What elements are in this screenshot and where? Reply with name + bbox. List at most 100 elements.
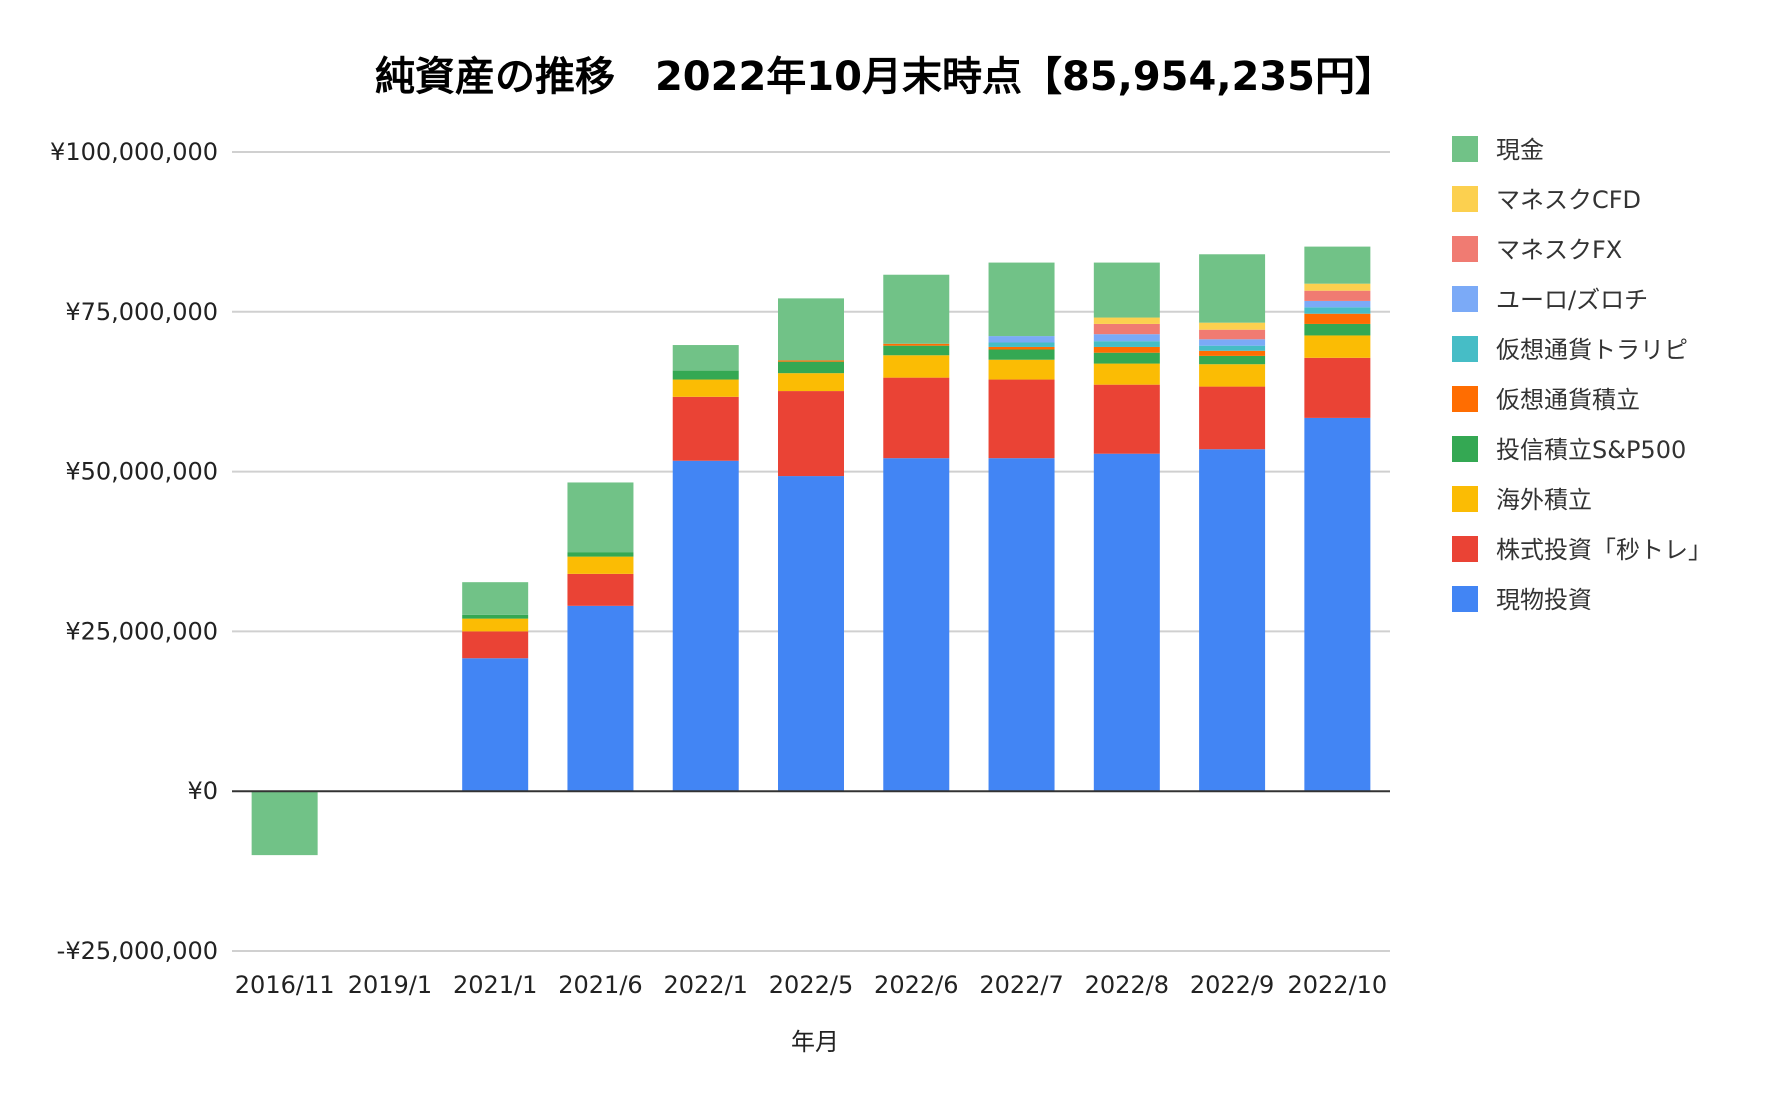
x-tick-label: 2022/6 [874, 971, 958, 999]
bar-segment [1093, 262, 1160, 318]
x-tick-label: 2016/11 [235, 971, 335, 999]
legend-label: 現金 [1496, 136, 1544, 164]
legend-label: 現物投資 [1496, 586, 1592, 614]
legend-label: 投信積立S&P500 [1496, 436, 1686, 464]
bar-segment [883, 343, 950, 346]
bar-segment [1093, 453, 1160, 792]
bar-segment [1093, 317, 1160, 324]
bar-segment [988, 346, 1055, 350]
bar-segment [462, 614, 529, 619]
x-tick-label: 2021/6 [558, 971, 642, 999]
bar-segment [988, 336, 1055, 343]
bar-segment [1304, 357, 1371, 418]
legend-swatch [1452, 486, 1478, 512]
bar-segment [1093, 334, 1160, 342]
bar-segment [567, 482, 634, 553]
bar-segment [672, 370, 739, 380]
bar-segment [1093, 384, 1160, 454]
bar-segment [567, 573, 634, 606]
bar-segment [251, 791, 318, 856]
bar-segment [778, 373, 844, 392]
bar-segment [988, 359, 1055, 380]
bar-segment [672, 460, 739, 792]
bar-segment [1199, 254, 1266, 323]
y-tick-label: ¥50,000,000 [65, 458, 218, 486]
bar-segment [1093, 341, 1160, 347]
x-axis-title: 年月 [791, 1028, 839, 1056]
x-tick-label: 2022/1 [664, 971, 748, 999]
bar-segment [1199, 329, 1266, 340]
bar-segment [1093, 363, 1160, 385]
legend-swatch [1452, 186, 1478, 212]
y-tick-label: -¥25,000,000 [57, 937, 218, 965]
bar-segment [462, 631, 529, 659]
x-tick-label: 2021/1 [453, 971, 537, 999]
bar-segment [1304, 313, 1371, 324]
legend-swatch [1452, 586, 1478, 612]
y-tick-label: ¥100,000,000 [50, 138, 218, 166]
x-tick-label: 2022/5 [769, 971, 853, 999]
bar-segment [883, 355, 950, 378]
bar-segment [778, 298, 844, 361]
bar-segment [1304, 323, 1371, 336]
bar-segment [1304, 335, 1371, 358]
legend-label: マネスクCFD [1496, 186, 1641, 214]
x-tick-label: 2022/7 [979, 971, 1063, 999]
bar-segment [1304, 246, 1371, 284]
bar-segment [672, 396, 739, 461]
x-axis-ticks: 2016/11 2019/1 2021/1 2021/6 2022/1 2022/5 202… [235, 971, 1387, 999]
bar-segment [1199, 322, 1266, 330]
bar-segment [1304, 300, 1371, 308]
bar-segment [567, 552, 634, 557]
legend-label: 株式投資「秒トレ」 [1496, 536, 1712, 564]
bar-segment [988, 262, 1055, 337]
legend-swatch [1452, 436, 1478, 462]
bar-segment [883, 345, 950, 356]
x-tick-label: 2022/8 [1085, 971, 1169, 999]
chart-title: 純資産の推移 2022年10月末時点【85,954,235円】 [375, 54, 1395, 100]
y-axis-ticks: ¥100,000,000 ¥75,000,000 ¥50,000,000 ¥25,00… [50, 138, 218, 965]
bar-segment [883, 377, 950, 459]
bar-segment [1304, 307, 1371, 314]
bar-segment [988, 342, 1055, 347]
bar-segment [567, 605, 634, 792]
legend-swatch [1452, 536, 1478, 562]
bar-segment [462, 618, 529, 632]
x-tick-label: 2022/10 [1288, 971, 1388, 999]
bar-segment [1093, 346, 1160, 353]
bar-segment [883, 458, 950, 792]
bar-segment [1304, 417, 1371, 792]
bar-segment [1304, 290, 1371, 301]
bar-segment [1199, 350, 1266, 356]
bar-segment [1199, 355, 1266, 365]
bars [251, 246, 1371, 856]
bar-segment [1199, 386, 1266, 450]
legend-label: ユーロ/ズロチ [1496, 286, 1648, 314]
legend-label: 海外積立 [1496, 486, 1592, 514]
legend-swatch [1452, 236, 1478, 262]
bar-segment [1093, 323, 1160, 335]
bar-segment [462, 582, 529, 615]
bar-segment [988, 458, 1055, 792]
y-tick-label: ¥25,000,000 [65, 617, 218, 645]
bar-segment [462, 658, 529, 792]
bar-segment [778, 391, 844, 477]
bar-segment [988, 349, 1055, 360]
y-tick-label: ¥0 [187, 777, 218, 805]
bar-segment [1199, 339, 1266, 346]
bar-segment [988, 379, 1055, 459]
bar-segment [778, 361, 844, 374]
bar-segment [778, 476, 844, 792]
y-tick-label: ¥75,000,000 [65, 298, 218, 326]
legend-swatch [1452, 136, 1478, 162]
bar-segment [1199, 345, 1266, 351]
legend-label: 仮想通貨積立 [1496, 386, 1640, 414]
bar-segment [672, 345, 739, 371]
legend-label: マネスクFX [1496, 236, 1622, 264]
legend-label: 仮想通貨トラリピ [1496, 336, 1688, 364]
legend-swatch [1452, 286, 1478, 312]
bar-segment [1093, 352, 1160, 364]
bar-segment [883, 274, 950, 344]
